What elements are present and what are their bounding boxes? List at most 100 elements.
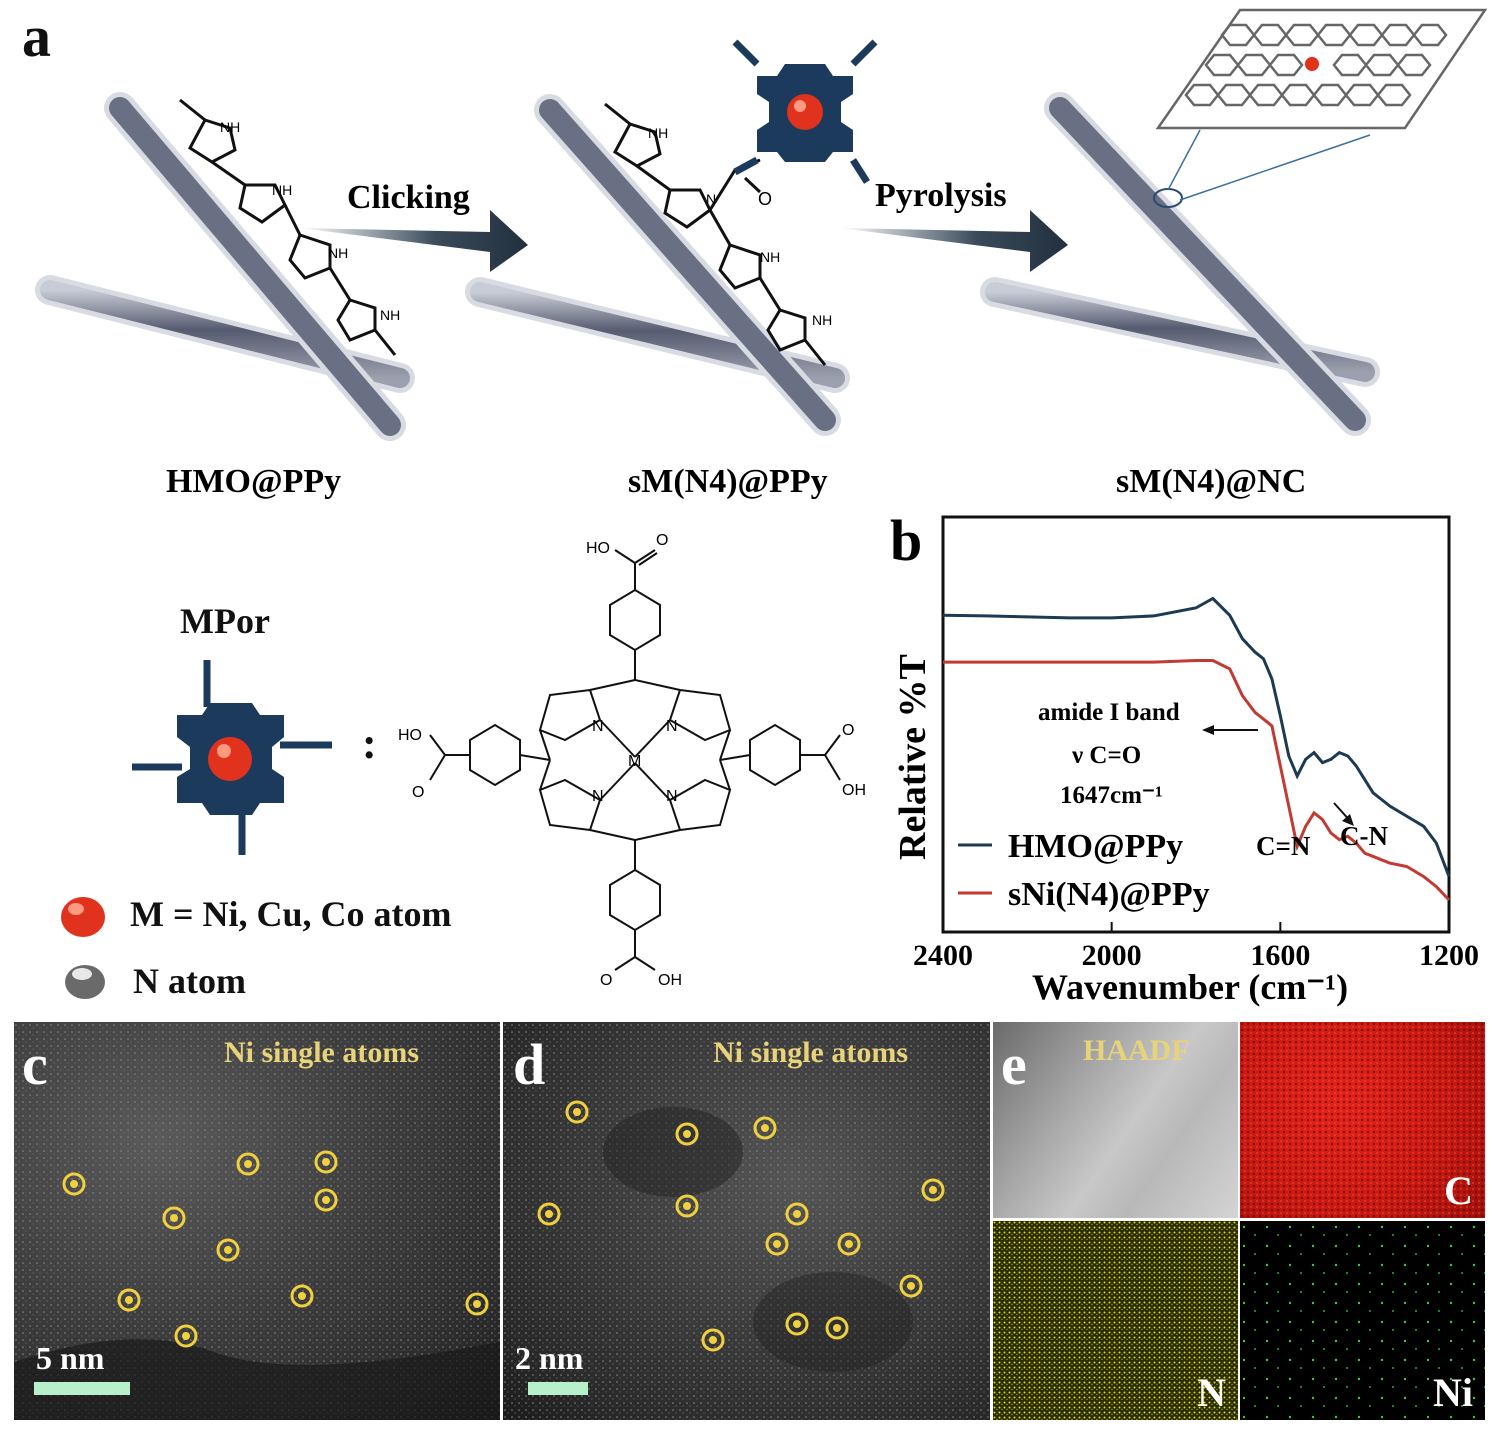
mpor-title: MPor [180,601,270,641]
scale-label-c: 5 nm [36,1340,105,1376]
single-atom-site [1305,57,1319,71]
ni-single-atoms-label-d: Ni single atoms [713,1036,908,1069]
n-label: N [706,191,716,207]
scale-label-d: 2 nm [515,1340,584,1376]
stem-image-d: d Ni single atoms 2 nm [503,1022,990,1420]
o-label: O [656,532,668,549]
nitrogen-label: N [1197,1370,1226,1415]
metal-legend: M = Ni, Cu, Co atom [130,894,452,934]
legend-sni: sNi(N4)@PPy [1008,876,1210,913]
nanorod-pair-1 [35,92,415,441]
ho-label: HO [586,540,610,557]
scale-bar-c [34,1382,130,1395]
nh-label: NH [760,249,780,265]
ni-atom-marker [537,1202,561,1226]
panel-label-c: c [22,1032,48,1097]
ni-atom-marker [701,1328,725,1352]
ni-atom-marker [314,1150,338,1174]
stage2-label: sM(N4)@PPy [628,463,828,500]
polypyrrole-chain-2 [604,102,827,366]
ni-atom-marker [290,1284,314,1308]
ni-atom-marker [675,1122,699,1146]
o-label: O [758,189,772,209]
nh-label: NH [812,312,832,328]
ni-atom-marker [837,1232,861,1256]
ni-atom-marker [753,1116,777,1140]
nh-label: NH [220,119,240,135]
eds-nitrogen-map: N [993,1221,1238,1420]
stage3-label: sM(N4)@NC [1116,463,1306,500]
series-line-0 [942,596,1451,878]
cn-double-annotation: C=N [1256,831,1311,861]
stage1-label: HMO@PPy [166,463,341,500]
ni-atom-marker [899,1274,923,1298]
ni-atom-marker [565,1100,589,1124]
y-axis-label: Relative %T [892,654,934,860]
o-label: O [600,972,612,989]
panel-label-e: e [1001,1032,1027,1097]
legend-hmo: HMO@PPy [1008,828,1183,865]
scale-bar-d [528,1382,588,1395]
mpor-gear-icon [132,660,332,855]
ni-atom-marker [162,1206,186,1230]
panel-label-b: b [890,508,922,573]
nh-label: NH [648,125,668,141]
oh-label: OH [658,972,682,989]
ftir-chart: 2400 2000 1600 1200 b Relative %T Wavenumbe… [890,508,1479,1007]
pyrolysis-label: Pyrolysis [875,177,1007,214]
n-atom-icon [65,965,105,999]
ni-atom-marker [236,1152,260,1176]
cn-single-annotation: C-N [1340,821,1388,851]
clicking-arrow [300,210,528,272]
pyrolysis-arrow [840,210,1068,272]
n-legend: N atom [133,961,246,1001]
ho-label: HO [398,727,422,744]
ni-atom-marker [117,1288,141,1312]
synthesis-scheme: NH NH NH NH Clicking NH N NH NH O [35,8,1488,500]
ni-atom-marker [314,1188,338,1212]
o-label: O [412,784,424,801]
amide-annotation: ν C=O [1071,742,1141,769]
panel-label-a: a [22,4,51,69]
amide-annotation: amide I band [1038,699,1180,726]
ni-atom-marker [465,1292,489,1316]
clicking-label: Clicking [347,179,470,216]
polypyrrole-chain-1 [179,98,397,356]
n-atom-label: N [666,788,678,805]
porphyrin-structure: HO O HO O O OH O OH N N N N M [398,532,866,989]
n-atom-label: N [592,788,604,805]
m-atom-label: M [628,753,641,770]
series-line-1 [943,658,1451,902]
carbon-label: C [1444,1168,1473,1213]
nickel-label: Ni [1433,1370,1473,1415]
ni-atom-marker [174,1324,198,1348]
x-tick-label: 1600 [1250,939,1310,972]
plot-frame [941,515,1451,934]
panel-label-d: d [513,1032,546,1097]
ni-atom-marker [675,1194,699,1218]
graphene-sheet-inset [1155,8,1488,130]
ni-atom-marker [921,1178,945,1202]
ni-atom-marker [216,1238,240,1262]
n-atom-label: N [592,718,604,735]
nh-label: NH [328,245,348,261]
nanorod-pair-2 [465,94,850,436]
ni-atom-marker [62,1172,86,1196]
eds-haadf-map: e HAADF [993,1022,1238,1218]
ni-atom-marker [785,1312,809,1336]
n-atom-label: N [666,718,678,735]
ni-atom-marker [825,1316,849,1340]
nanorod-pair-3 [980,92,1380,436]
nh-label: NH [380,307,400,323]
x-tick-label: 1200 [1419,939,1479,972]
oh-label: OH [842,782,866,799]
x-axis-label: Wavenumber (cm⁻¹) [1032,967,1348,1007]
x-tick-label: 2400 [913,939,973,972]
eds-carbon-map: C [1240,1022,1485,1218]
stem-image-c: c Ni single atoms 5 nm [14,1022,500,1420]
haadf-label: HAADF [1083,1034,1190,1067]
porphyrin-gear-attached [732,39,878,184]
ni-atom-marker [765,1232,789,1256]
nh-label: NH [272,182,292,198]
o-label: O [842,722,854,739]
